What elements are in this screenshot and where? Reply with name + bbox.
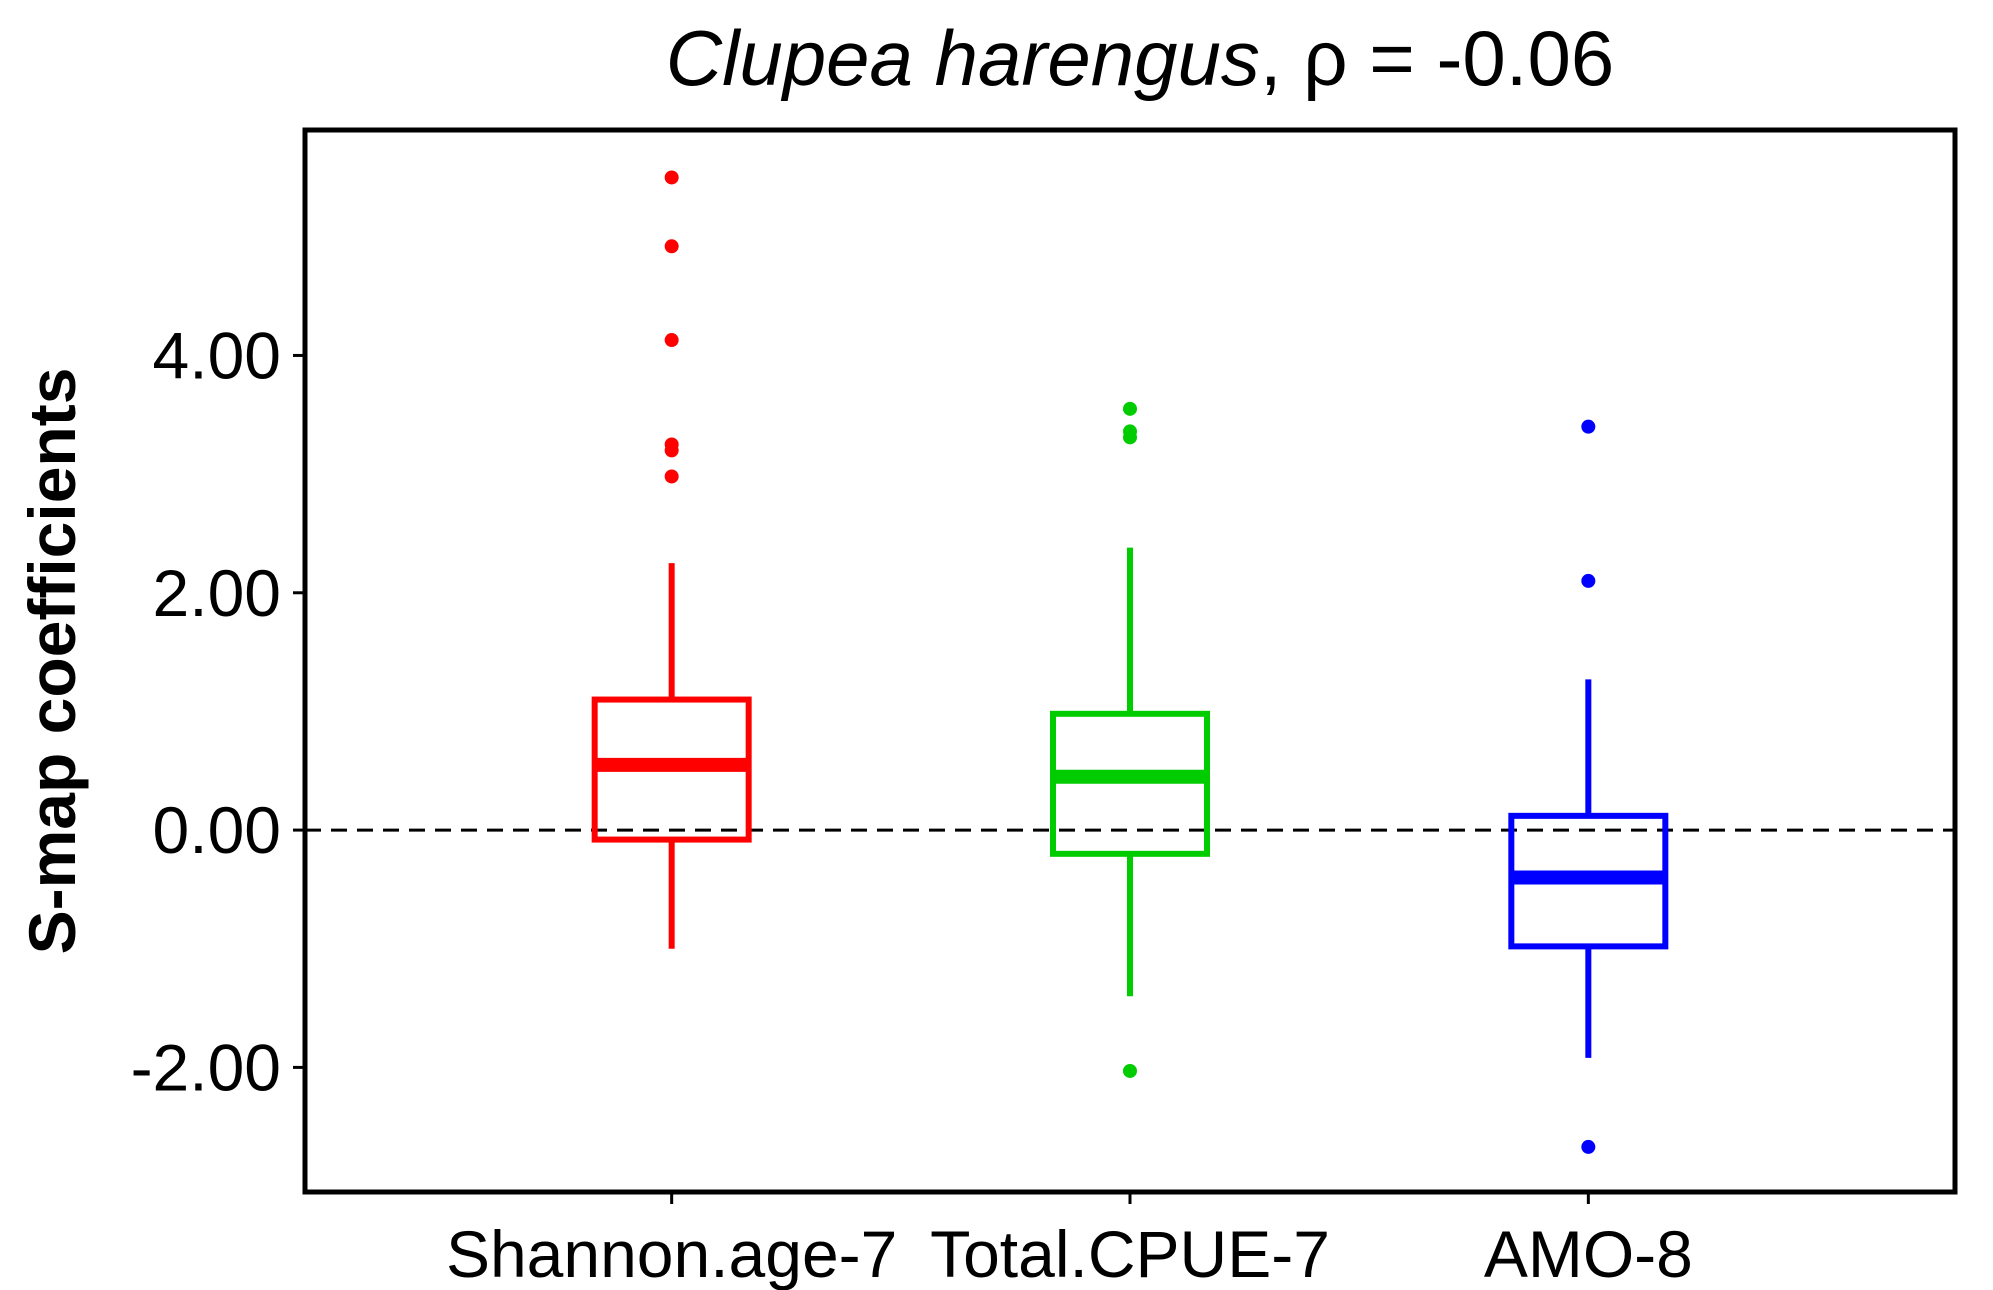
outlier-point — [664, 170, 679, 185]
outlier-point — [1581, 573, 1596, 588]
box-group-Shannon.age-7 — [591, 170, 752, 949]
y-tick-label: -2.00 — [131, 1030, 281, 1104]
y-tick-label: 4.00 — [153, 318, 281, 392]
x-tick-label: Total.CPUE-7 — [930, 1217, 1330, 1290]
title-species: Clupea harengus — [666, 14, 1260, 102]
box-iqr — [1050, 710, 1210, 857]
x-axis: Shannon.age-7 Total.CPUE-7 AMO-8 — [446, 1192, 1693, 1290]
outlier-point — [664, 469, 679, 484]
outlier-point — [1123, 430, 1137, 445]
plot-content — [305, 170, 1955, 1154]
y-axis-title: S-map coefficients — [15, 368, 89, 955]
y-tick-label: 2.00 — [153, 556, 281, 630]
y-tick-label: 0.00 — [153, 793, 281, 867]
outlier-point — [1581, 1139, 1596, 1154]
outlier-point — [1581, 419, 1596, 434]
title-stat: ρ = -0.06 — [1303, 14, 1614, 102]
title-separator: , — [1260, 14, 1303, 102]
box-group-Total.CPUE-7 — [1050, 401, 1210, 1078]
outlier-point — [664, 333, 679, 348]
outlier-point — [1123, 401, 1137, 416]
chart-title: Clupea harengus, ρ = -0.06 — [666, 14, 1615, 102]
x-tick-label: Shannon.age-7 — [446, 1217, 897, 1290]
outlier-point — [1123, 1063, 1137, 1078]
y-axis: -2.00 0.00 2.00 4.00 — [131, 318, 305, 1104]
x-tick-label: AMO-8 — [1484, 1217, 1693, 1290]
outlier-point — [664, 443, 679, 458]
box-group-AMO-8 — [1508, 419, 1669, 1154]
outlier-point — [664, 239, 679, 254]
